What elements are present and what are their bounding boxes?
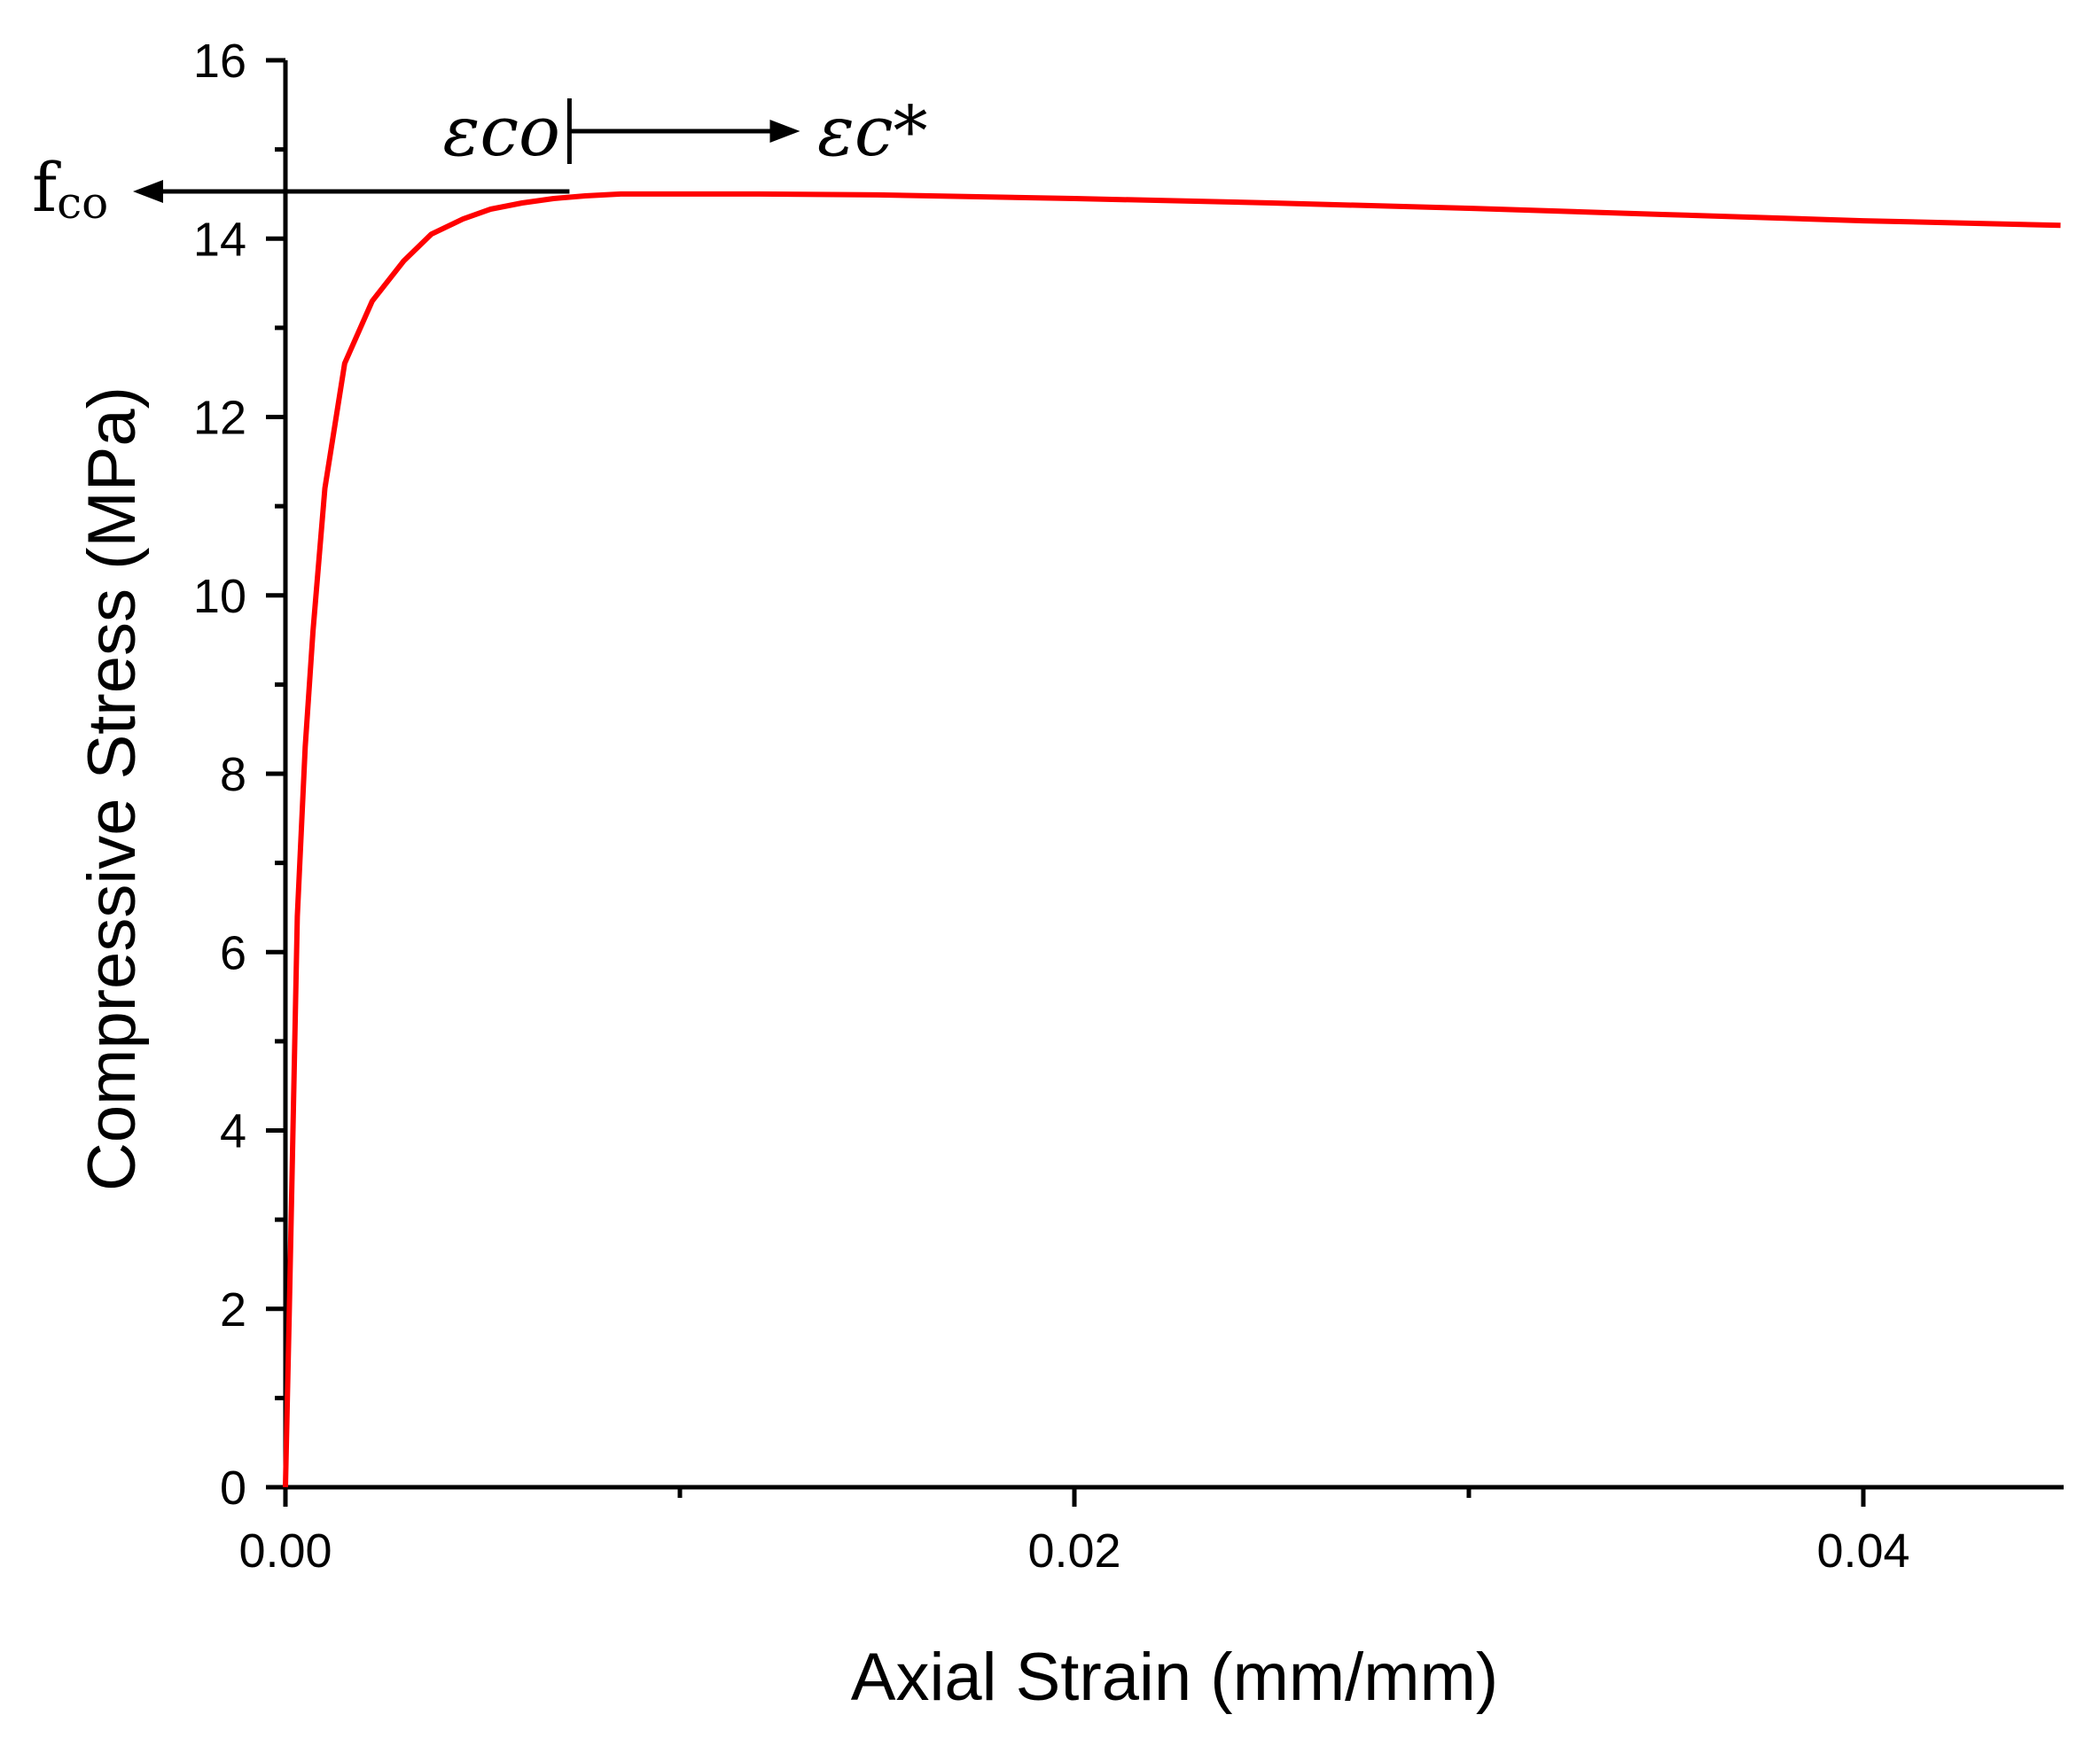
- y-tick-label: 2: [220, 1283, 246, 1337]
- fco-arrow-head: [133, 179, 163, 203]
- stress-strain-curve: [283, 191, 2061, 1488]
- y-tick-label: 10: [193, 570, 246, 623]
- fco-label: fco: [32, 148, 108, 229]
- y-tick-label: 0: [220, 1461, 246, 1515]
- fco-label-main: f: [32, 148, 61, 227]
- ec-arrow-head: [769, 120, 800, 143]
- y-tick-label: 14: [193, 213, 246, 266]
- y-tick-label: 16: [193, 35, 246, 88]
- annotations: fco εco εc*: [32, 92, 928, 229]
- x-tick-label: 0.04: [1816, 1524, 1909, 1578]
- x-tick-label: 0.02: [1027, 1524, 1120, 1578]
- eco-label: εco: [442, 92, 560, 172]
- y-axis: 0 2 4 6 8 10 12 14 16: [193, 35, 288, 1515]
- y-tick-group: 0 2 4 6 8 10 12 14 16: [193, 35, 285, 1515]
- y-tick-label: 8: [220, 748, 246, 801]
- y-tick-label: 12: [193, 392, 246, 445]
- y-tick-label: 6: [220, 926, 246, 979]
- x-axis: 0.00 0.02 0.04: [238, 1485, 2064, 1578]
- ec-label: εc*: [817, 92, 928, 172]
- x-axis-label: Axial Strain (mm/mm): [851, 1640, 1498, 1715]
- y-tick-label: 4: [220, 1105, 246, 1158]
- x-tick-group: 0.00 0.02 0.04: [238, 1487, 1910, 1578]
- y-axis-label: Compressive Stress (MPa): [74, 386, 150, 1191]
- x-tick-label: 0.00: [238, 1524, 332, 1578]
- fco-label-sub: co: [57, 177, 108, 229]
